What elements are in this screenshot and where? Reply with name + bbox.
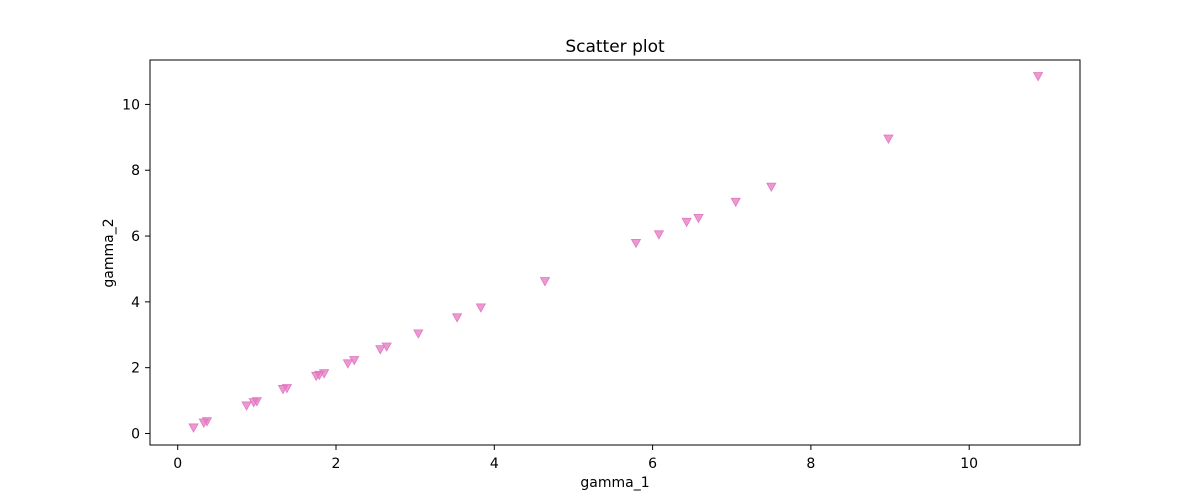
scatter-point bbox=[381, 342, 392, 352]
scatter-point bbox=[451, 313, 463, 323]
scatter-point bbox=[318, 369, 330, 379]
scatter-point bbox=[681, 217, 692, 228]
scatter-point bbox=[375, 345, 386, 355]
scatter-point bbox=[630, 238, 642, 249]
x-axis-label: gamma_1 bbox=[580, 475, 649, 491]
plot-area-frame bbox=[149, 59, 1081, 446]
scatter-point bbox=[241, 401, 252, 411]
scatter-point bbox=[413, 329, 424, 339]
scatter-point bbox=[883, 134, 894, 144]
x-axis-ticks: 0 2 4 6 8 10 bbox=[173, 445, 978, 472]
y-tick-label: 4 bbox=[131, 295, 140, 311]
chart-title: Scatter plot bbox=[565, 37, 665, 57]
x-tick-label: 2 bbox=[332, 456, 341, 472]
y-tick-label: 6 bbox=[131, 229, 140, 245]
scatter-point bbox=[349, 356, 360, 366]
y-tick-label: 0 bbox=[131, 426, 140, 442]
y-tick-label: 10 bbox=[122, 97, 140, 113]
scatter-point bbox=[251, 397, 263, 407]
points-layer bbox=[188, 72, 1044, 433]
scatter-point bbox=[730, 197, 741, 208]
y-axis-label: gamma_2 bbox=[101, 218, 117, 287]
scatter-point bbox=[653, 230, 665, 240]
y-tick-label: 2 bbox=[131, 361, 140, 377]
scatter-point bbox=[188, 423, 199, 433]
x-tick-label: 8 bbox=[806, 456, 815, 472]
scatter-point bbox=[475, 303, 487, 313]
scatter-point bbox=[693, 213, 704, 224]
scatter-point bbox=[201, 417, 213, 427]
scatter-point bbox=[281, 384, 293, 394]
x-tick-label: 6 bbox=[648, 456, 657, 472]
scatter-point bbox=[539, 277, 551, 287]
x-tick-label: 10 bbox=[960, 456, 978, 472]
y-axis-ticks: 0 2 4 6 8 10 bbox=[122, 97, 150, 442]
y-tick-label: 8 bbox=[131, 163, 140, 179]
x-tick-label: 0 bbox=[173, 456, 182, 472]
scatter-point bbox=[1032, 72, 1044, 82]
scatter-point bbox=[766, 182, 777, 193]
scatter-point bbox=[342, 359, 354, 369]
x-tick-label: 4 bbox=[490, 456, 499, 472]
